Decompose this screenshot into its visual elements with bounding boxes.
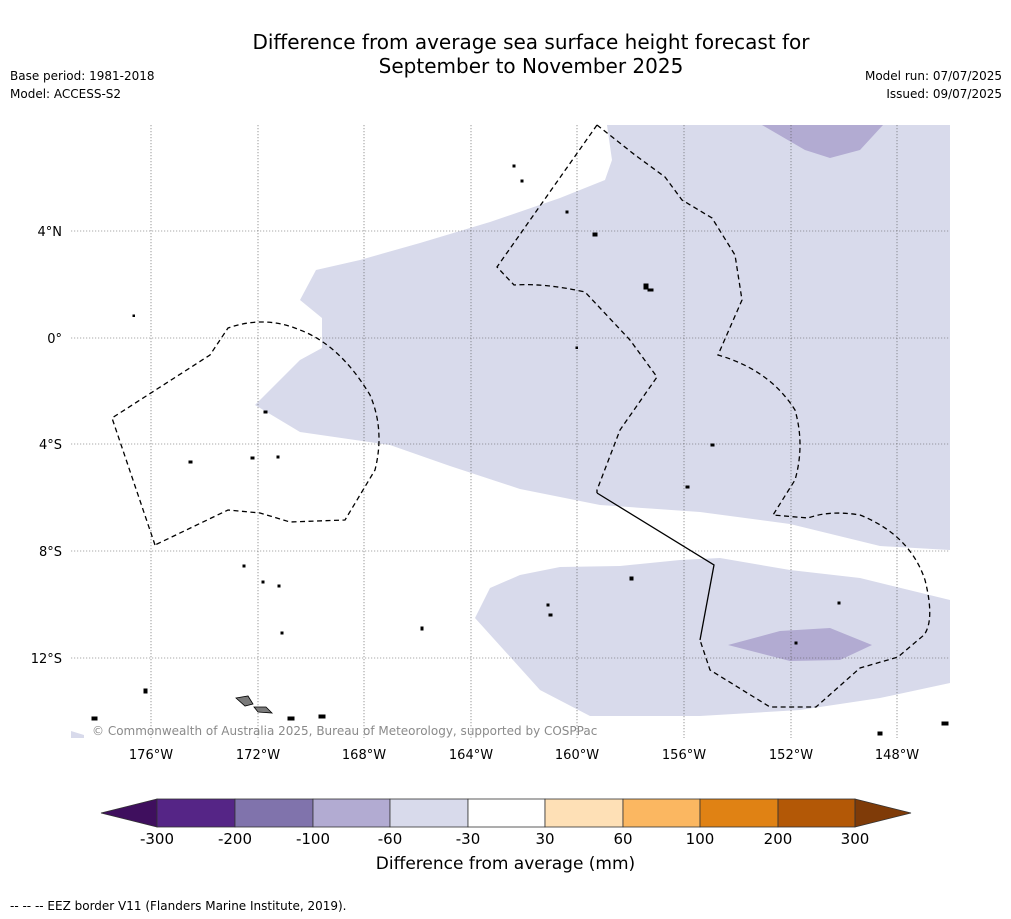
lon-label: 176°W: [129, 748, 173, 763]
colorbar-ticks: -300 -200 -100 -60 -30 30 60 100 200 300: [140, 830, 869, 848]
lat-label: 4°N: [38, 225, 63, 240]
lon-label: 172°W: [236, 748, 280, 763]
colorbar-tick: -30: [456, 830, 481, 848]
colorbar-label: Difference from average (mm): [375, 854, 636, 874]
colorbar-tick: -100: [296, 830, 330, 848]
model-name: Model: ACCESS-S2: [10, 87, 122, 101]
map-title: Difference from average sea surface heig…: [0, 30, 1011, 78]
lon-labels: 176°W 172°W 168°W 164°W 160°W 156°W 152°…: [129, 748, 919, 763]
title-line-1: Difference from average sea surface heig…: [252, 30, 810, 54]
grid-lines: [71, 125, 950, 738]
eez-kiribati-line-north: [496, 124, 658, 493]
anomaly-fill: [71, 125, 950, 738]
eez-kiribati-line-east: [596, 124, 931, 708]
lon-label: 156°W: [662, 748, 706, 763]
lat-labels: 4°N 0° 4°S 8°S 12°S: [31, 225, 62, 667]
anomaly-region-south: [475, 558, 950, 716]
colorbar-tick: -200: [218, 830, 252, 848]
eez-solid-segment: [596, 492, 715, 641]
colorbar: [100, 798, 912, 828]
colorbar-underflow: [100, 798, 158, 828]
lat-label: 12°S: [31, 652, 62, 667]
islands: [91, 164, 949, 736]
model-run: Model run: 07/07/2025: [864, 69, 1002, 83]
colorbar-segment: [467, 798, 546, 828]
colorbar-segment: [156, 798, 236, 828]
colorbar-segment: [312, 798, 391, 828]
colorbar-overflow: [854, 798, 912, 828]
colorbar-segment: [622, 798, 701, 828]
colorbar-tick: 200: [764, 830, 793, 848]
lat-label: 8°S: [39, 545, 62, 560]
title-line-2: September to November 2025: [378, 54, 684, 78]
lon-label: 168°W: [342, 748, 386, 763]
lat-label: 0°: [47, 332, 62, 347]
anomaly-region-north: [255, 125, 950, 550]
meta-left: Base period: 1981-2018 Model: ACCESS-S2: [10, 67, 155, 103]
colorbar-segment: [234, 798, 314, 828]
colorbar-segment: [777, 798, 856, 828]
colorbar-segment: [699, 798, 779, 828]
lon-label: 152°W: [769, 748, 813, 763]
meta-right: Model run: 07/07/2025 Issued: 09/07/2025: [865, 67, 1002, 103]
lon-label: 148°W: [875, 748, 919, 763]
anomaly-patch-north: [762, 125, 883, 158]
colorbar-tick: 100: [686, 830, 715, 848]
colorbar-tick: -60: [378, 830, 403, 848]
lat-label: 4°S: [39, 438, 62, 453]
copyright-notice: © Commonwealth of Australia 2025, Bureau…: [92, 724, 598, 738]
eez-borders: [111, 124, 931, 708]
lon-label: 160°W: [555, 748, 599, 763]
base-period: Base period: 1981-2018: [10, 69, 155, 83]
issued-date: Issued: 09/07/2025: [886, 87, 1002, 101]
colorbar-segment: [389, 798, 469, 828]
anomaly-corner: [71, 731, 84, 738]
colorbar-segment: [544, 798, 624, 828]
lon-label: 164°W: [449, 748, 493, 763]
eez-footnote: -- -- -- EEZ border V11 (Flanders Marine…: [10, 899, 347, 913]
colorbar-tick: 30: [535, 830, 554, 848]
eez-tokelau: [111, 321, 380, 546]
colorbar-tick: 300: [841, 830, 870, 848]
colorbar-tick: -300: [140, 830, 174, 848]
anomaly-patch-south: [728, 628, 872, 661]
colorbar-tick: 60: [613, 830, 632, 848]
